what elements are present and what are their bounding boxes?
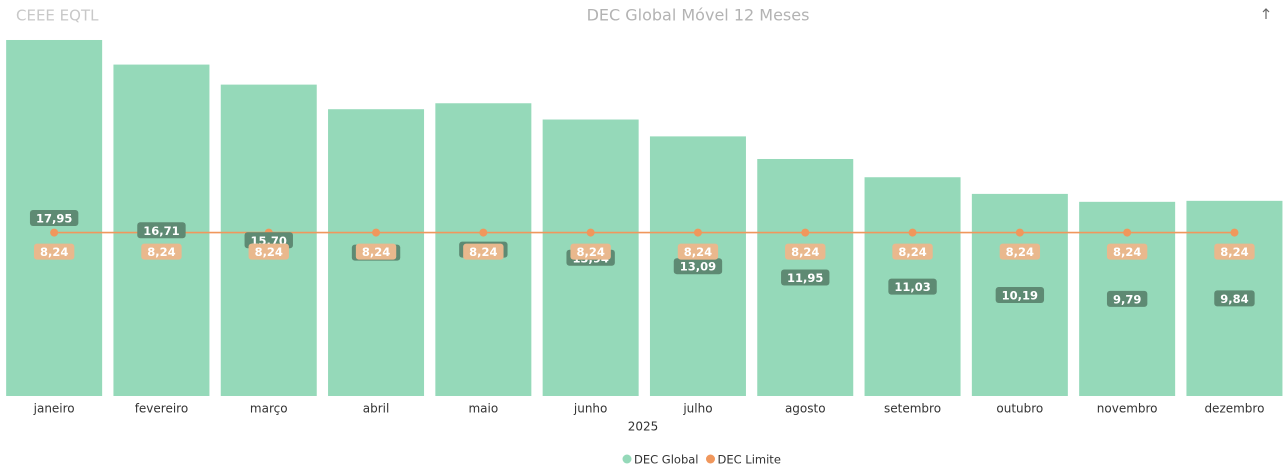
data-label: 8,24 [791,245,819,259]
x-tick-label: agosto [785,402,826,416]
data-label-bg [673,258,723,275]
data-label-bg [1106,290,1148,307]
data-label: 8,24 [1113,245,1141,259]
legend-swatch [706,454,715,464]
chart-header: CEEE EQTL [16,7,99,25]
x-tick-label: setembro [884,402,941,416]
data-label-bg [999,243,1041,260]
x-tick-label: junho [573,402,608,416]
data-label: 17,95 [36,211,72,225]
data-label: 11,95 [787,271,823,285]
x-tick-label: janeiro [33,402,75,416]
data-label-bg [781,269,830,286]
data-label-bg [888,278,937,295]
legend-swatch [622,454,632,464]
data-label-bg [33,243,75,260]
line-point [693,228,702,237]
data-label-bg [137,222,186,239]
data-label: 10,19 [1002,288,1038,302]
legend-label: DEC Limite [718,453,781,467]
legend-label: DEC Global [634,453,699,467]
chart-title: DEC Global Móvel 12 Meses [587,6,810,25]
x-tick-label: dezembro [1204,402,1264,416]
data-label-bg [463,243,504,260]
data-label-bg [1214,290,1255,307]
line-point [479,228,488,237]
data-label-bg [995,286,1045,303]
line-point [1123,228,1132,237]
data-label: 8,24 [1220,245,1248,259]
line-point [50,228,59,237]
line-point [586,228,595,237]
data-label: 8,24 [684,245,712,259]
data-label: 8,24 [898,245,926,259]
x-tick-label: março [250,402,288,416]
data-label-bg [29,209,79,226]
data-label: 13,09 [680,260,716,274]
line-point [1015,228,1024,237]
data-label-bg [141,243,182,260]
data-label-bg [1106,243,1148,260]
data-label: 8,24 [255,245,283,259]
data-label: 8,24 [147,245,175,259]
data-label: 9,84 [1220,292,1248,306]
data-label-bg [248,243,289,260]
data-label-bg [677,243,719,260]
x-tick-label: abril [363,402,390,416]
line-point [1230,228,1239,237]
x-tick-label: outubro [996,402,1043,416]
data-label-bg [1214,243,1255,260]
x-tick-label: novembro [1097,402,1158,416]
data-label: 8,24 [576,245,604,259]
data-label: 8,24 [469,245,497,259]
data-label-bg [570,243,611,260]
data-label: 16,71 [143,224,179,238]
x-tick-label: julho [682,402,712,416]
data-label: 9,79 [1113,292,1141,306]
x-axis-title: 2025 [628,420,659,434]
sort-icon[interactable] [1262,8,1270,19]
data-label: 8,24 [40,245,68,259]
x-tick-label: maio [468,402,498,416]
data-label: 8,24 [362,245,390,259]
line-point [372,228,381,237]
data-label: 11,03 [894,280,930,294]
line-point [801,228,810,237]
data-label: 8,24 [1006,245,1034,259]
data-label-bg [892,243,933,260]
sort-icon-head [1262,8,1270,13]
x-tick-label: fevereiro [135,402,189,416]
data-label-bg [785,243,826,260]
data-label-bg [355,243,397,260]
line-point [908,228,917,237]
